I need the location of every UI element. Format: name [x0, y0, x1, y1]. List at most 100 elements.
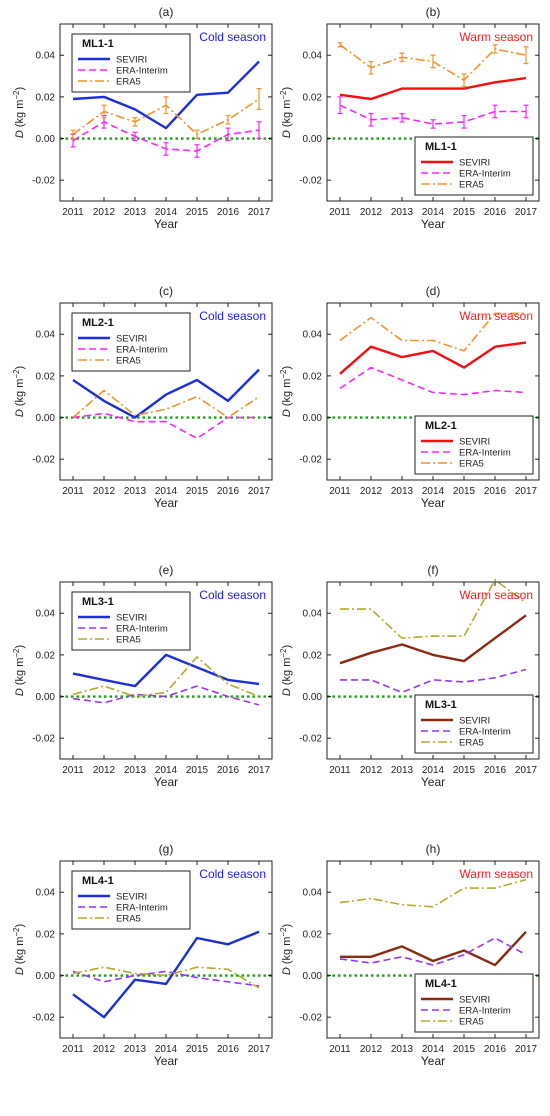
y-axis-label-close: ) — [14, 87, 26, 91]
season-label: Cold season — [199, 867, 266, 881]
y-axis-label-exponent: −2 — [12, 648, 21, 658]
x-tick-label: 2011 — [329, 1044, 351, 1055]
y-axis-label-symbol: D — [14, 967, 26, 975]
series-era5 — [340, 579, 527, 640]
series-seviri — [339, 614, 527, 665]
series-era-interim — [72, 970, 260, 987]
y-axis-label-unit: (kg m — [14, 100, 26, 131]
legend-label: SEVIRI — [459, 158, 490, 169]
y-axis-label-symbol: D — [281, 409, 293, 417]
legend-box — [414, 694, 534, 754]
y-tick-label: -0.02 — [299, 734, 322, 745]
y-tick-label: 0.04 — [303, 888, 323, 899]
y-tick-label: 0.00 — [36, 413, 56, 424]
y-tick-label: 0.04 — [303, 330, 323, 341]
x-tick-label: 2014 — [422, 207, 445, 218]
x-tick-label: 2014 — [155, 486, 178, 497]
x-tick-label: 2016 — [484, 207, 507, 218]
legend-label: ERA5 — [459, 738, 484, 749]
series-era5 — [339, 878, 527, 908]
series-line — [72, 685, 260, 706]
y-axis-label-symbol: D — [14, 409, 26, 417]
legend-label: ERA-Interim — [116, 903, 168, 914]
y-tick-label: 0.00 — [303, 971, 323, 982]
x-tick-label: 2012 — [360, 486, 383, 497]
y-axis-label-symbol: D — [281, 130, 293, 138]
legend-box — [414, 415, 534, 475]
x-tick-label: 2017 — [515, 486, 538, 497]
y-axis-label-close: ) — [281, 645, 293, 649]
series-line — [72, 970, 260, 987]
x-tick-label: 2011 — [62, 207, 84, 218]
series-seviri — [340, 930, 527, 967]
legend-title: ML2-1 — [82, 317, 114, 329]
x-tick-label: 2016 — [484, 765, 507, 776]
series-era5 — [70, 87, 262, 140]
y-tick-label: -0.02 — [299, 1013, 322, 1024]
legend-box — [71, 33, 191, 93]
x-tick-label: 2014 — [155, 207, 178, 218]
panel-label: (g) — [159, 842, 174, 856]
x-tick-label: 2016 — [217, 207, 240, 218]
series-era5 — [72, 966, 260, 989]
series-line — [72, 60, 260, 130]
x-tick-label: 2012 — [93, 1044, 116, 1055]
season-label: Warm season — [459, 867, 533, 881]
y-axis-label: D (kg m−2) — [279, 924, 293, 975]
x-tick-label: 2017 — [248, 1044, 271, 1055]
legend-box — [71, 312, 191, 372]
chart-panel: (c) 0.04 0.02 0.00 -0.02 2011 2012 2013 2014 2015… — [12, 284, 273, 510]
y-axis-label-unit: (kg m — [281, 658, 293, 689]
y-axis-label: D (kg m−2) — [279, 366, 293, 417]
legend-label: ERA-Interim — [459, 727, 511, 738]
y-axis-label-exponent: −2 — [12, 369, 21, 379]
legend-label: ERA-Interim — [116, 345, 168, 356]
x-tick-label: 2015 — [186, 486, 209, 497]
series-line — [340, 930, 527, 967]
y-axis-label-exponent: −2 — [279, 90, 288, 100]
y-axis-label: D (kg m−2) — [279, 645, 293, 696]
series-era5 — [72, 656, 260, 698]
x-tick-label: 2017 — [248, 765, 271, 776]
x-axis-label: Year — [421, 775, 445, 789]
x-tick-label: 2015 — [186, 207, 209, 218]
y-axis-label-exponent: −2 — [279, 369, 288, 379]
y-axis-label-close: ) — [281, 924, 293, 928]
x-tick-label: 2016 — [217, 765, 240, 776]
legend-label: ERA5 — [116, 356, 141, 367]
series-seviri — [72, 368, 260, 419]
y-axis-label-symbol: D — [14, 130, 26, 138]
series-seviri — [339, 76, 527, 101]
y-axis-label-unit: (kg m — [281, 379, 293, 410]
panel-label: (c) — [159, 284, 173, 298]
legend-label: ERA-Interim — [116, 624, 168, 635]
y-axis-label-unit: (kg m — [281, 100, 293, 131]
x-axis-label: Year — [154, 496, 178, 510]
series-seviri — [72, 653, 260, 688]
legend-label: ERA5 — [116, 914, 141, 925]
y-tick-label: -0.02 — [32, 1013, 55, 1024]
x-tick-label: 2017 — [248, 486, 271, 497]
x-tick-label: 2011 — [62, 486, 84, 497]
x-tick-label: 2012 — [360, 207, 383, 218]
x-tick-label: 2013 — [124, 1044, 147, 1055]
legend-label: ERA5 — [459, 180, 484, 191]
x-tick-label: 2015 — [453, 1044, 476, 1055]
series-line — [72, 389, 260, 419]
y-tick-label: 0.04 — [303, 51, 323, 62]
x-tick-label: 2011 — [329, 765, 351, 776]
legend-label: SEVIRI — [459, 437, 490, 448]
x-tick-label: 2012 — [93, 765, 116, 776]
chart-panel: (a) 0.04 0.02 0.00 -0.02 2011 2012 2013 2014 2015… — [12, 5, 273, 231]
y-tick-label: 0.04 — [36, 609, 56, 620]
x-tick-label: 2017 — [515, 1044, 538, 1055]
legend-label: ERA-Interim — [116, 66, 168, 77]
x-tick-label: 2016 — [217, 486, 240, 497]
series-seviri — [339, 341, 527, 375]
x-tick-label: 2013 — [391, 1044, 414, 1055]
legend-title: ML1-1 — [425, 141, 457, 153]
x-tick-label: 2013 — [391, 765, 414, 776]
